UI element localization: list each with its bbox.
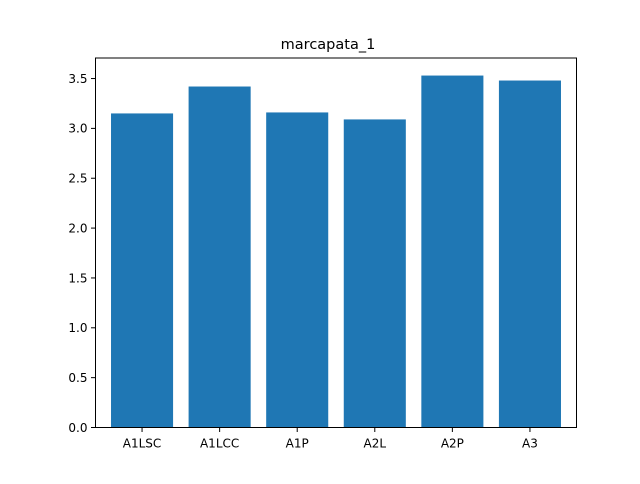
y-tick-label: 0.5 <box>68 371 87 385</box>
y-tick-label: 3.0 <box>68 122 87 136</box>
y-tick-label: 3.5 <box>68 72 87 86</box>
y-tick-label: 0.0 <box>68 421 87 435</box>
bar-a1lsc <box>111 113 174 428</box>
bar-a1lcc <box>188 86 251 428</box>
bar-a2l <box>343 119 406 428</box>
ticks-layer: A1LSC A1LCC A1P A2L A2P A3 0.0 0.5 1.0 1.5 2.0 2.5 3… <box>68 72 537 451</box>
bars-layer <box>111 75 561 428</box>
x-tick-label-a2p: A2P <box>441 437 464 451</box>
x-tick-label-a2l: A2L <box>364 437 387 451</box>
x-tick-label-a1lcc: A1LCC <box>200 437 239 451</box>
x-tick-label-a1lsc: A1LSC <box>123 437 162 451</box>
x-tick-label-a3: A3 <box>522 437 538 451</box>
y-tick-label: 2.5 <box>68 172 87 186</box>
chart-title: marcapata_1 <box>281 37 376 53</box>
y-tick-label: 1.5 <box>68 271 87 285</box>
axes-spines <box>95 57 577 428</box>
x-tick-label-a1p: A1P <box>286 437 309 451</box>
bar-a3 <box>498 80 561 428</box>
y-tick-label: 2.0 <box>68 221 87 235</box>
y-tick-label: 1.0 <box>68 321 87 335</box>
axes-frame <box>95 57 577 428</box>
bar-a1p <box>266 112 329 428</box>
bar-a2p <box>421 75 484 428</box>
